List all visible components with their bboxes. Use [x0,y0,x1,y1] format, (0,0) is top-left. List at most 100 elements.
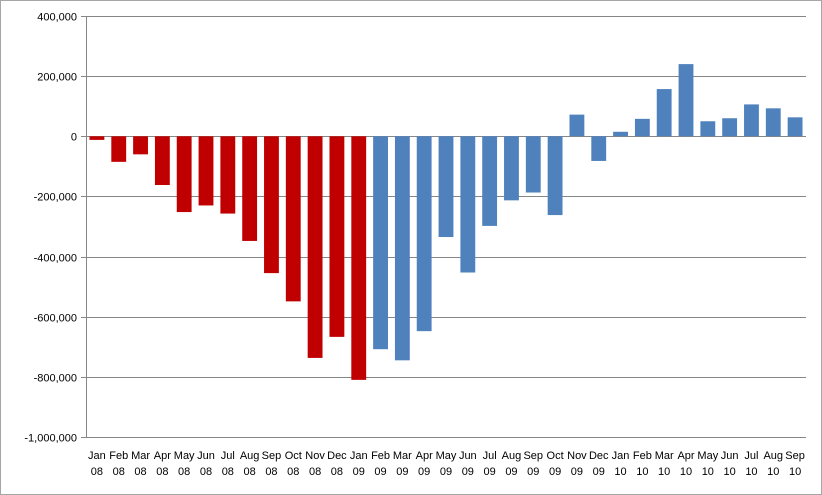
x-tick-label-year: 08 [265,466,277,478]
x-tick-label-month: Apr [416,450,433,462]
x-tick-label-month: Oct [285,450,302,462]
x-tick-label-year: 10 [658,466,670,478]
x-tick-label-month: Jan [350,450,368,462]
y-tick-label: -600,000 [34,313,77,325]
x-tick-label-month: Sep [523,450,543,462]
x-tick-label-month: May [436,450,457,462]
bar-jul-08 [220,136,236,214]
bar-apr-08 [154,136,170,186]
y-tick-label: -200,000 [34,192,77,204]
y-axis-tick-labels: 400,000 200,000 0 -200,000 -400,000 -600,000 -… [24,12,77,445]
bars [89,64,803,380]
axes [81,16,806,438]
x-tick-label-year: 09 [440,466,452,478]
x-tick-label-year: 10 [724,466,736,478]
x-tick-label-year: 09 [527,466,539,478]
x-tick-label-year: 08 [113,466,125,478]
x-tick-label-year: 09 [593,466,605,478]
x-tick-label-year: 08 [331,466,343,478]
x-tick-label-month: Apr [154,450,171,462]
x-tick-label-month: Mar [655,450,674,462]
x-tick-label-year: 09 [505,466,517,478]
y-tick-label: 200,000 [37,72,77,84]
bar-mar-08 [133,136,148,155]
x-tick-label-month: Apr [677,450,694,462]
bar-oct-09 [547,136,563,216]
x-tick-label-year: 10 [767,466,779,478]
bar-nov-09 [569,114,585,137]
x-tick-label-month: Dec [327,450,347,462]
x-tick-label-year: 08 [156,466,168,478]
x-tick-label-month: Nov [305,450,325,462]
x-tick-label-month: Jun [721,450,739,462]
bar-dec-08 [329,136,345,337]
bar-mar-10 [656,89,672,137]
x-tick-label-year: 09 [374,466,386,478]
x-tick-label-month: Jun [197,450,215,462]
x-tick-label-year: 08 [222,466,234,478]
x-tick-label-year: 08 [309,466,321,478]
bar-aug-08 [242,136,258,241]
bar-feb-09 [373,136,388,350]
bar-jan-10 [613,131,628,137]
x-tick-label-month: Mar [393,450,412,462]
bar-jul-09 [482,136,498,226]
x-tick-label-year: 08 [200,466,212,478]
y-tick-label: 400,000 [37,12,77,24]
y-tick-label: 0 [71,132,77,144]
bar-sep-08 [264,136,279,274]
x-tick-label-year: 09 [462,466,474,478]
x-tick-label-year: 09 [484,466,496,478]
x-tick-label-month: Feb [109,450,128,462]
x-tick-label-month: May [174,450,195,462]
bar-may-10 [700,121,716,137]
x-tick-label-month: Feb [371,450,390,462]
bar-jun-10 [722,118,738,137]
y-tick-label: -400,000 [34,253,77,265]
bar-jul-10 [744,104,759,137]
x-tick-label-month: Nov [567,450,587,462]
bar-apr-10 [678,64,694,137]
x-tick-label-year: 10 [680,466,692,478]
x-tick-label-month: Aug [240,450,260,462]
bar-jun-09 [460,136,476,273]
x-tick-label-year: 09 [549,466,561,478]
x-tick-label-year: 08 [178,466,190,478]
bar-jan-09 [351,136,367,380]
x-axis-tick-labels: Jan 08 Feb 08 Mar 08 Apr 08 May 08 Jun 08 Jul 08 Aug 08… [88,450,805,478]
bar-sep-10 [787,117,803,137]
bar-feb-08 [111,136,127,162]
x-tick-label-year: 08 [244,466,256,478]
x-tick-label-month: Sep [785,450,805,462]
x-tick-label-year: 10 [745,466,757,478]
bar-jun-08 [198,136,214,206]
x-tick-label-month: May [697,450,718,462]
x-tick-label-month: Aug [763,450,783,462]
x-tick-label-month: Jul [483,450,497,462]
bar-feb-10 [634,118,650,137]
x-tick-label-year: 10 [702,466,714,478]
bar-mar-09 [394,136,410,361]
bar-sep-09 [525,136,541,193]
x-tick-label-month: Aug [502,450,522,462]
bar-may-08 [176,136,192,213]
y-tick-label: -1,000,000 [24,433,77,445]
bar-nov-08 [307,136,323,358]
x-tick-label-month: Jul [221,450,235,462]
bar-oct-08 [285,136,301,302]
bar-aug-10 [765,108,781,137]
x-tick-label-year: 10 [614,466,626,478]
x-tick-label-year: 08 [287,466,299,478]
x-tick-label-year: 10 [636,466,648,478]
x-tick-label-year: 09 [396,466,408,478]
x-tick-label-year: 09 [418,466,430,478]
x-tick-label-year: 08 [91,466,103,478]
bar-apr-09 [416,136,432,332]
x-tick-label-year: 10 [789,466,801,478]
x-tick-label-year: 09 [571,466,583,478]
x-tick-label-month: Dec [589,450,609,462]
x-tick-label-year: 09 [353,466,365,478]
x-tick-label-month: Jan [88,450,106,462]
x-tick-label-month: Oct [547,450,564,462]
